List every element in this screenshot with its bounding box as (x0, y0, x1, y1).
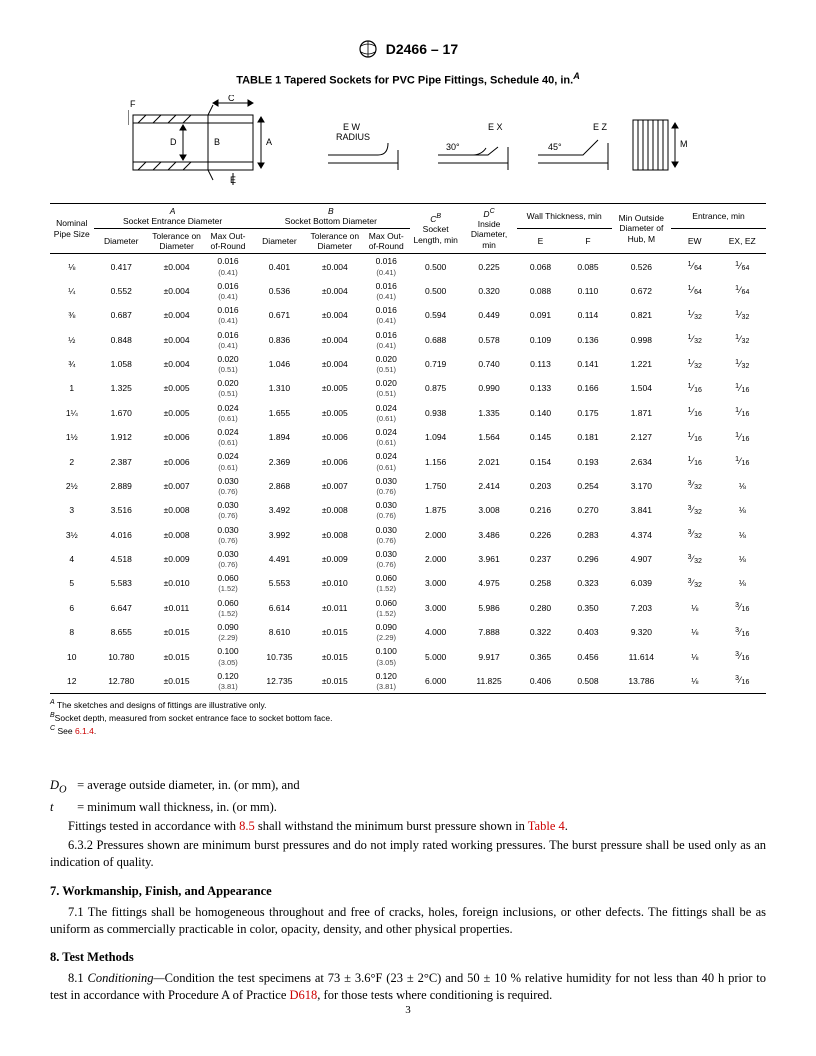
col-group-b: BSocket Bottom Diameter (252, 203, 410, 228)
table-title: TABLE 1 Tapered Sockets for PVC Pipe Fit… (50, 71, 766, 87)
diagram-area: F C D B A E E W RADIUS 30° E X (128, 95, 688, 185)
svg-text:D: D (170, 137, 177, 147)
table-row: ⅜0.687±0.0040.016(0.41)0.671±0.0040.016(… (50, 303, 766, 327)
table-row: 1¼1.670±0.0050.024(0.61)1.655±0.0050.024… (50, 401, 766, 425)
table-row: ¾1.058±0.0040.020(0.51)1.046±0.0040.020(… (50, 352, 766, 376)
table-row: 88.655±0.0150.090(2.29)8.610±0.0150.090(… (50, 620, 766, 644)
svg-text:E: E (230, 175, 236, 185)
socket-dimensions-table: Nominal Pipe Size ASocket Entrance Diame… (50, 203, 766, 695)
svg-text:30°: 30° (446, 142, 460, 152)
col-d: DCInside Diameter, min (461, 203, 516, 254)
table-row: 1010.780±0.0150.100(3.05)10.735±0.0150.1… (50, 644, 766, 668)
table-row: ¼0.552±0.0040.016(0.41)0.536±0.0040.016(… (50, 279, 766, 303)
designation-text: D2466 – 17 (386, 41, 458, 57)
table-row: 1212.780±0.0150.120(3.81)12.735±0.0150.1… (50, 669, 766, 694)
col-entrance: Entrance, min (671, 203, 766, 228)
svg-text:B: B (214, 137, 220, 147)
table-row: 1½1.912±0.0060.024(0.61)1.894±0.0060.024… (50, 425, 766, 449)
svg-text:C: C (228, 95, 235, 103)
table-row: 44.518±0.0090.030(0.76)4.491±0.0090.030(… (50, 547, 766, 571)
table-row: 22.387±0.0060.024(0.61)2.369±0.0060.024(… (50, 449, 766, 473)
svg-text:M: M (680, 139, 688, 149)
link-d618[interactable]: D618 (290, 988, 318, 1002)
table-footnotes: A The sketches and designs of fittings a… (50, 698, 766, 737)
astm-logo-icon (358, 40, 378, 61)
body-text: DO = average outside diameter, in. (or m… (50, 777, 766, 1004)
svg-text:E Z: E Z (593, 122, 608, 132)
document-designation: D2466 – 17 (50, 40, 766, 61)
table-row: 2½2.889±0.0070.030(0.76)2.868±0.0070.030… (50, 474, 766, 498)
fitting-diagrams: F C D B A E E W RADIUS 30° E X (128, 95, 688, 185)
svg-text:E X: E X (488, 122, 503, 132)
table-row: 3½4.016±0.0080.030(0.76)3.992±0.0080.030… (50, 523, 766, 547)
svg-text:RADIUS: RADIUS (336, 132, 370, 142)
table-row: 66.647±0.0110.060(1.52)6.614±0.0110.060(… (50, 596, 766, 620)
col-m: Min Outside Diameter of Hub, M (612, 203, 671, 254)
link-614[interactable]: 6.1.4 (75, 726, 94, 736)
link-85[interactable]: 8.5 (239, 819, 255, 833)
col-wall: Wall Thickness, min (517, 203, 612, 228)
col-nominal: Nominal Pipe Size (50, 203, 94, 254)
link-table4[interactable]: Table 4 (528, 819, 565, 833)
col-group-a: ASocket Entrance Diameter (94, 203, 252, 228)
table-row: 55.583±0.0100.060(1.52)5.553±0.0100.060(… (50, 571, 766, 595)
svg-text:E W: E W (343, 122, 361, 132)
section-7-heading: 7. Workmanship, Finish, and Appearance (50, 883, 766, 900)
table-row: ½0.848±0.0040.016(0.41)0.836±0.0040.016(… (50, 328, 766, 352)
svg-text:A: A (266, 137, 272, 147)
col-c: CBSocket Length, min (410, 203, 461, 254)
table-row: 33.516±0.0080.030(0.76)3.492±0.0080.030(… (50, 498, 766, 522)
svg-text:F: F (130, 99, 136, 109)
page-number: 3 (0, 1004, 816, 1016)
svg-text:45°: 45° (548, 142, 562, 152)
section-8-heading: 8. Test Methods (50, 949, 766, 966)
table-row: 11.325±0.0050.020(0.51)1.310±0.0050.020(… (50, 376, 766, 400)
table-row: ⅛0.417±0.0040.016(0.41)0.401±0.0040.016(… (50, 254, 766, 279)
